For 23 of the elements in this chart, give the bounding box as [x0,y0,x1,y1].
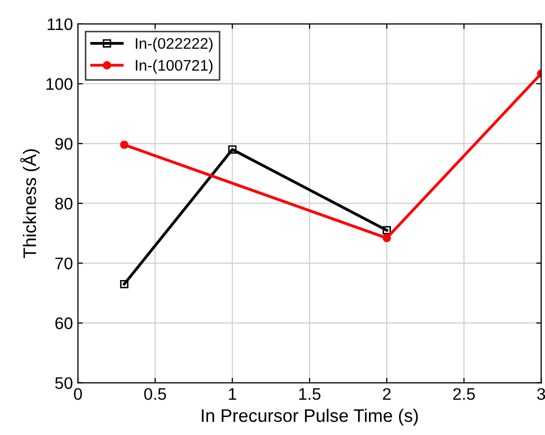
y-tick-label: 50 [55,377,72,390]
x-tick-label: 1 [228,388,236,400]
x-tick-label: 0.5 [144,388,166,400]
point [120,140,128,149]
x-tick-label: 2.5 [453,388,475,400]
x-tick-label: 1.5 [299,388,320,400]
y-tick-label: 90 [55,138,72,150]
y-tick-label: 60 [55,317,72,330]
point [228,145,237,154]
point [382,226,391,234]
legend-label: In-(100721) [136,60,212,74]
y-tick-label: 100 [46,78,72,90]
x-tick-label: 2 [382,388,391,400]
y-axis-title: Thickness (Å) [20,149,40,258]
legend-label: In-(022222) [136,38,212,52]
x-tick-label: 0 [74,388,82,400]
point [382,234,391,242]
y-tick-label: 70 [55,258,72,270]
x-tick-label: 3 [537,388,545,400]
y-tick-label: 110 [48,18,72,30]
point [120,280,128,288]
x-axis-title: In Precursor Pulse Time (s) [202,408,418,426]
y-tick-label: 80 [55,198,72,210]
